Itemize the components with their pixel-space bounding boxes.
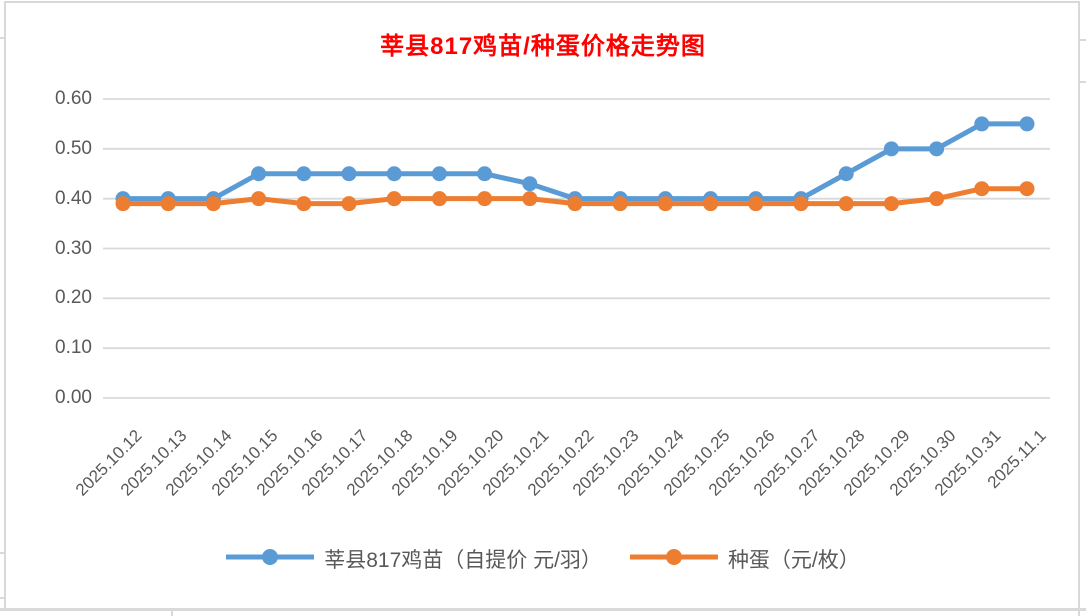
chart-legend: 莘县817鸡苗（自提价 元/羽） 种蛋（元/枚）: [0, 544, 1086, 574]
data-point-marker: [477, 166, 493, 182]
series-line-0: [123, 121, 1027, 202]
y-tick-label: 0.40: [55, 187, 92, 209]
data-point-marker: [386, 166, 402, 182]
legend-line-marker-icon: [629, 548, 718, 565]
data-point-marker: [793, 196, 809, 212]
sheet-gridline-stub: [0, 37, 4, 39]
data-point-marker: [703, 196, 719, 212]
y-tick-label: 0.20: [55, 287, 92, 309]
sheet-gridline-stub: [171, 611, 173, 616]
legend-label-egg-price: 种蛋（元/枚）: [727, 549, 860, 572]
data-point-marker: [251, 191, 267, 207]
data-point-marker: [883, 196, 899, 212]
y-tick-label: 0.50: [55, 137, 92, 159]
y-tick-label: 0.10: [55, 337, 92, 359]
legend-label-chick-price: 莘县817鸡苗（自提价 元/羽）: [324, 549, 602, 572]
data-point-marker: [522, 176, 538, 192]
data-point-marker: [522, 191, 538, 207]
data-point-marker: [748, 196, 764, 212]
data-point-marker: [567, 196, 583, 212]
data-point-marker: [477, 191, 493, 207]
data-point-marker: [838, 196, 854, 212]
y-tick-label: 0.00: [55, 387, 92, 408]
data-point-marker: [431, 166, 447, 182]
data-point-marker: [296, 196, 312, 212]
data-point-marker: [205, 196, 221, 212]
data-point-marker: [974, 181, 990, 197]
data-point-marker: [929, 191, 945, 207]
sheet-gridline-stub: [0, 597, 4, 599]
data-point-marker: [296, 166, 312, 182]
data-point-marker: [1019, 181, 1035, 197]
data-point-marker: [431, 191, 447, 207]
data-point-marker: [657, 196, 673, 212]
data-point-marker: [612, 196, 628, 212]
legend-item-egg-price: 种蛋（元/枚）: [629, 544, 860, 574]
chart-title: 莘县817鸡苗/种蛋价格走势图: [380, 33, 706, 60]
legend-marker-0: [226, 547, 315, 572]
sheet-gridline-stub: [0, 552, 4, 554]
data-point-marker: [838, 166, 854, 182]
sheet-border-top: [4, 1, 1080, 3]
data-point-marker: [386, 191, 402, 207]
sheet-border-bottom: [0, 608, 1086, 611]
legend-marker-1: [629, 547, 718, 572]
data-point-marker: [341, 196, 357, 212]
sheet-gridline-stub: [1080, 81, 1086, 83]
sheet-border-right: [1078, 1, 1080, 616]
y-tick-label: 0.60: [55, 88, 92, 109]
legend-item-chick-price: 莘县817鸡苗（自提价 元/羽）: [226, 544, 602, 574]
data-point-marker: [1019, 116, 1035, 132]
data-point-marker: [341, 166, 357, 182]
data-point-marker: [929, 141, 945, 157]
y-tick-label: 0.30: [55, 237, 92, 259]
data-point-marker: [115, 196, 131, 212]
data-point-marker: [160, 196, 176, 212]
data-point-marker: [974, 116, 990, 132]
legend-line-marker-icon: [226, 548, 315, 565]
data-point-marker: [251, 166, 267, 182]
data-point-marker: [883, 141, 899, 157]
sheet-gridline-stub: [1080, 39, 1086, 41]
sheet-border-left: [4, 1, 6, 610]
